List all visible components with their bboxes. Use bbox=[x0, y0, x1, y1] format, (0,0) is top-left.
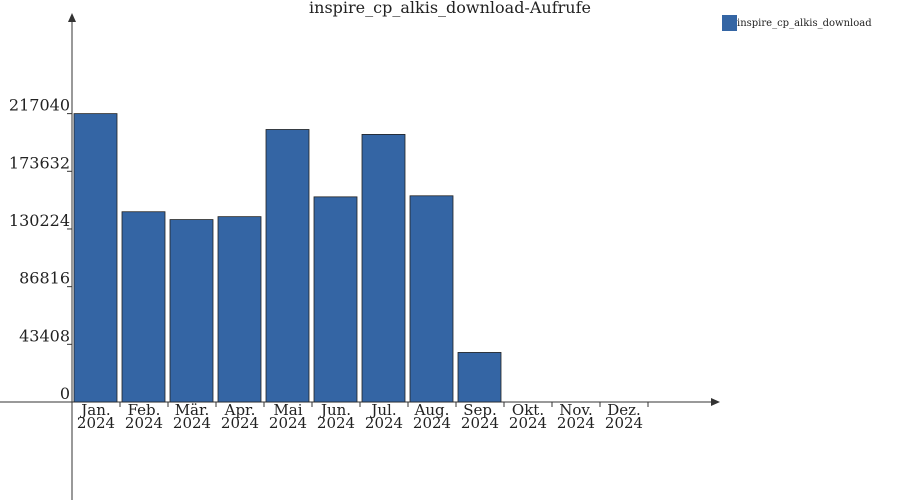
y-tick-label: 130224 bbox=[9, 211, 70, 230]
y-tick-label: 43408 bbox=[19, 326, 70, 345]
bar bbox=[361, 134, 406, 403]
bar bbox=[169, 219, 214, 403]
x-tick-label: Mai 2024 bbox=[268, 401, 308, 432]
x-tick-label: Jul. 2024 bbox=[364, 401, 404, 432]
legend-swatch bbox=[722, 15, 737, 31]
x-tick-label: Apr. 2024 bbox=[220, 401, 260, 432]
x-tick-label: Mär. 2024 bbox=[172, 401, 212, 432]
y-axis-arrow bbox=[68, 13, 76, 22]
x-tick-label: Nov. 2024 bbox=[556, 401, 596, 432]
chart-title: inspire_cp_alkis_download-Aufrufe bbox=[309, 0, 591, 17]
bar bbox=[217, 216, 262, 403]
y-tick-label: 173632 bbox=[9, 153, 70, 172]
x-tick-label: Jun. 2024 bbox=[316, 401, 356, 432]
bar bbox=[121, 211, 166, 403]
bar bbox=[265, 129, 310, 403]
y-tick-label: 217040 bbox=[9, 96, 70, 115]
bar bbox=[313, 196, 358, 403]
bar bbox=[457, 352, 502, 403]
x-tick-label: Okt. 2024 bbox=[508, 401, 548, 432]
x-tick-label: Sep. 2024 bbox=[460, 401, 500, 432]
x-tick-label: Jan. 2024 bbox=[76, 401, 116, 432]
x-axis-arrow bbox=[711, 398, 720, 406]
bar bbox=[73, 113, 118, 403]
x-tick-label: Aug. 2024 bbox=[412, 401, 452, 432]
x-tick-label: Feb. 2024 bbox=[124, 401, 164, 432]
bar bbox=[409, 195, 454, 403]
y-tick-label: 0 bbox=[60, 384, 70, 403]
x-tick-label: Dez. 2024 bbox=[604, 401, 644, 432]
legend-label: inspire_cp_alkis_download bbox=[737, 18, 872, 29]
y-tick-label: 86816 bbox=[19, 269, 70, 288]
